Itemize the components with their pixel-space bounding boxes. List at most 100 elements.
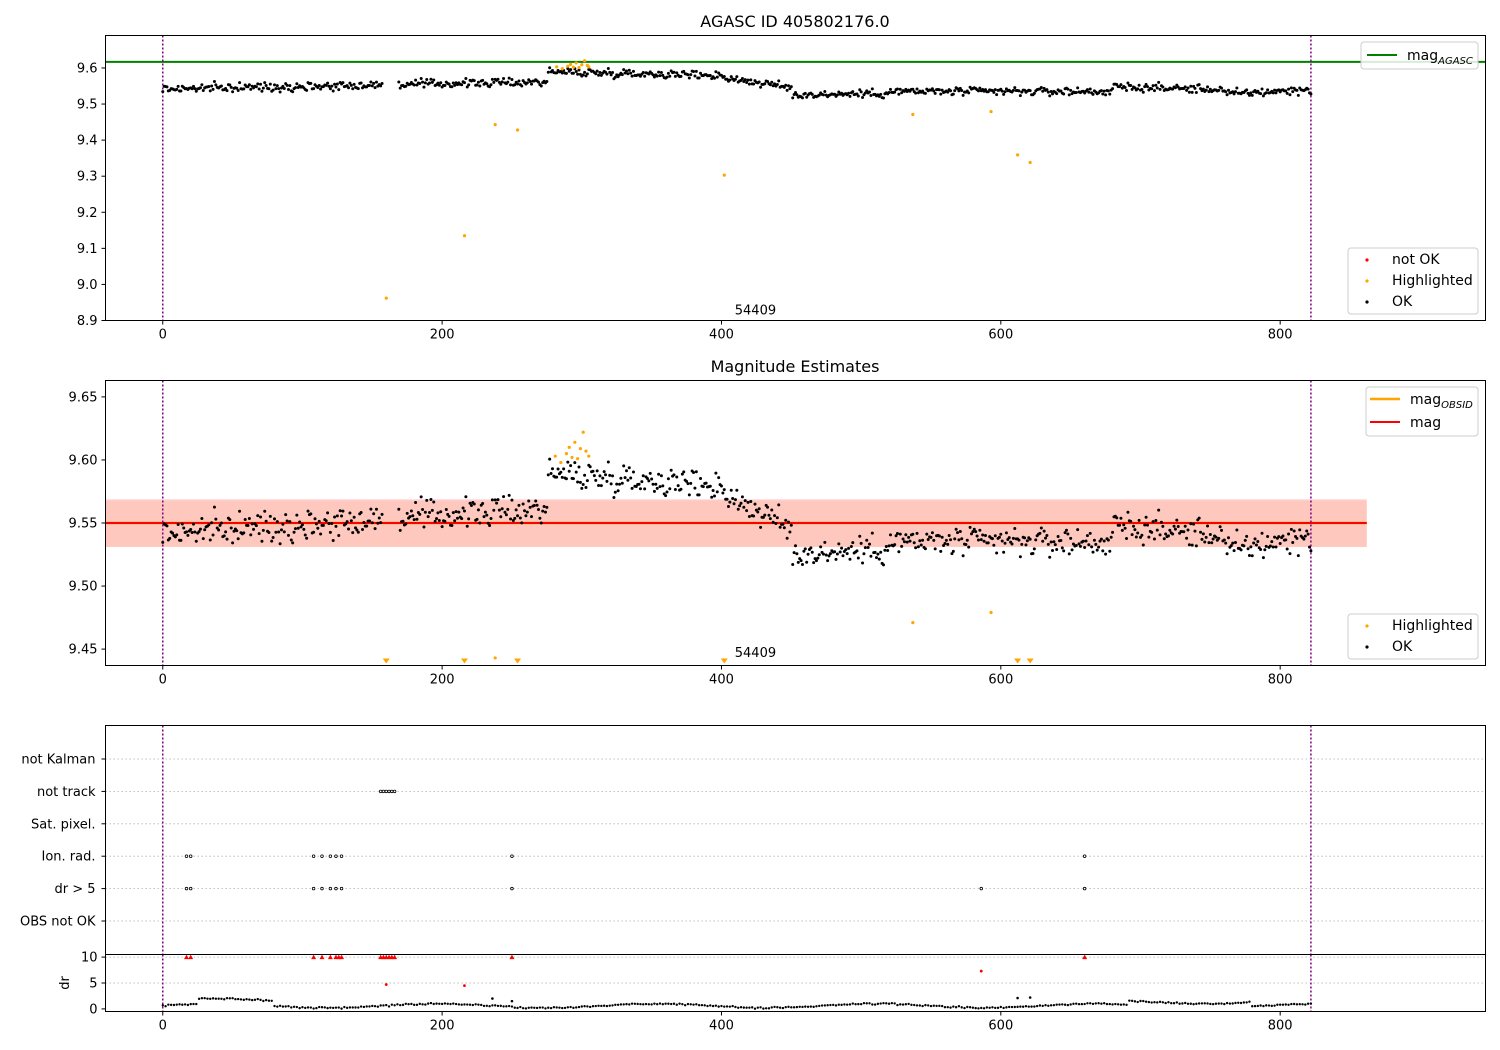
dr-point — [717, 1005, 720, 1008]
ok-point — [171, 531, 175, 535]
ok-point — [986, 541, 990, 545]
ok-point — [680, 472, 684, 476]
ok-point — [669, 468, 673, 472]
ok-point — [1296, 554, 1300, 558]
ok-point — [735, 488, 739, 492]
highlighted-point — [559, 460, 563, 465]
flag-point — [334, 886, 338, 891]
ok-point — [961, 93, 965, 97]
ok-point — [490, 77, 494, 81]
flag-category-label: not track — [37, 785, 96, 800]
ok-point — [897, 550, 901, 554]
dr-point — [1178, 1002, 1181, 1005]
dr-point — [200, 996, 204, 1000]
ok-point — [1245, 88, 1249, 92]
ok-point — [605, 72, 609, 76]
ok-point — [923, 547, 927, 551]
x-tick-label: 200 — [430, 1019, 455, 1034]
ok-point — [379, 521, 383, 525]
legend-box — [1360, 41, 1479, 70]
dr-point — [1033, 1005, 1036, 1008]
ok-point — [1144, 515, 1148, 519]
ok-point — [905, 540, 909, 544]
ok-point — [951, 92, 955, 96]
ok-point — [349, 519, 353, 523]
ok-point — [983, 534, 987, 538]
offscale-highlighted-marker — [1014, 658, 1022, 664]
dr-point — [600, 1004, 603, 1008]
ok-point — [1120, 528, 1124, 532]
panel2-frame — [105, 380, 1486, 666]
ok-point — [247, 83, 251, 87]
dr-point — [301, 1006, 304, 1009]
ok-point — [817, 553, 821, 557]
ok-point — [374, 507, 378, 511]
ok-point — [743, 499, 747, 503]
ok-point — [574, 69, 578, 73]
ok-point — [1059, 89, 1063, 93]
ok-point — [502, 76, 506, 80]
ok-point — [279, 528, 283, 532]
ok-point — [186, 533, 190, 537]
ok-point — [348, 81, 352, 85]
ok-point — [370, 84, 374, 88]
ok-point — [956, 531, 960, 535]
panel1-frame — [105, 35, 1486, 321]
dr-point — [1309, 1002, 1313, 1005]
dr-point — [639, 1002, 642, 1006]
ok-point — [957, 89, 961, 93]
ok-point — [585, 479, 589, 483]
dr-point — [943, 1006, 947, 1009]
dr-point — [605, 1004, 609, 1008]
ok-point — [1095, 548, 1099, 552]
dr-point — [401, 1003, 405, 1007]
dr-point — [298, 1006, 301, 1010]
ok-point — [643, 74, 647, 78]
dr-point — [1156, 1001, 1159, 1004]
dr-point — [656, 1002, 659, 1006]
ok-point — [277, 530, 281, 534]
ok-point — [1199, 530, 1203, 534]
ok-point — [949, 538, 953, 542]
ok-point — [837, 542, 841, 546]
ok-point — [901, 537, 905, 541]
ok-point — [270, 539, 274, 543]
ok-point — [919, 543, 923, 547]
ok-point — [844, 548, 848, 552]
ok-point — [225, 537, 229, 541]
ok-point — [1049, 540, 1053, 544]
ok-point — [198, 86, 202, 90]
ok-point — [581, 482, 585, 486]
dr-point — [337, 1006, 340, 1009]
ok-point — [637, 482, 641, 486]
ok-point — [485, 82, 489, 86]
dr-point — [904, 1003, 908, 1006]
dr-capped-marker — [311, 954, 317, 960]
ok-point — [1206, 524, 1210, 528]
ok-point — [317, 84, 321, 88]
ok-point — [887, 91, 891, 95]
ok-point — [488, 523, 492, 527]
y-tick-label: 5 — [89, 977, 97, 992]
ok-point — [408, 515, 412, 519]
dr-point — [1136, 1000, 1139, 1004]
ok-point — [592, 474, 596, 478]
ok-point — [1259, 92, 1263, 96]
ok-point — [483, 510, 487, 514]
ok-point — [273, 83, 277, 87]
ok-point — [1243, 538, 1247, 542]
highlighted-point — [555, 65, 559, 69]
ok-point — [414, 78, 418, 82]
ok-point — [404, 522, 408, 526]
panel4-plot-area — [105, 954, 1486, 1012]
ok-point — [675, 71, 679, 75]
ok-point — [1306, 532, 1310, 536]
ok-point — [641, 474, 645, 478]
dr-high-point — [979, 969, 983, 973]
dr-point — [762, 1007, 765, 1010]
ok-point — [840, 546, 844, 550]
ok-point — [613, 490, 617, 494]
dr-point — [633, 1002, 637, 1005]
dr-point — [672, 1002, 676, 1005]
